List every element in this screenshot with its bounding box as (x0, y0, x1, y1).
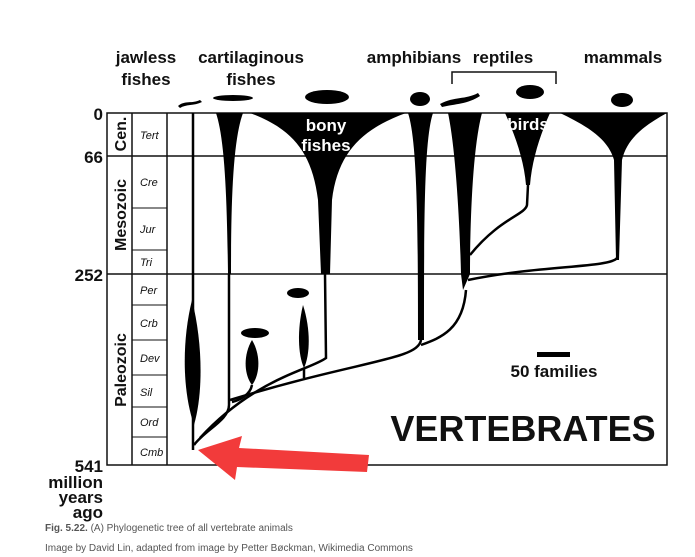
silhouettes (178, 85, 633, 338)
scale-label: 50 families (511, 362, 598, 381)
time-unit: million years ago (48, 473, 103, 522)
period-label: Ord (140, 417, 159, 429)
period-label: Tri (140, 257, 153, 269)
group-label: amphibians (367, 48, 461, 67)
period-label: Jur (139, 224, 157, 236)
period-label: Crb (140, 318, 158, 330)
periods: Tert Cre Jur Tri Per Crb Dev Sil Ord Cmb (139, 130, 163, 459)
period-label: Per (140, 285, 158, 297)
credit: Image by David Lin, adapted from image b… (45, 543, 413, 554)
bracket (451, 71, 557, 84)
era-label: Mesozoic (113, 179, 130, 251)
time-tick: 541 (75, 457, 103, 476)
time-tick: 252 (75, 266, 103, 285)
time-tick: 0 (94, 105, 103, 124)
era-label: Paleozoic (113, 333, 130, 407)
time-tick: 66 (84, 148, 103, 167)
group-label: jawless fishes (115, 48, 177, 89)
arrow (198, 436, 369, 480)
title: VERTEBRATES (390, 408, 655, 449)
period-label: Tert (140, 130, 159, 142)
branches (191, 113, 619, 450)
period-label: Cre (140, 177, 158, 189)
scale-bar (537, 352, 570, 357)
caption: Fig. 5.22. (A) Phylogenetic tree of all … (45, 523, 293, 534)
group-label: mammals (584, 48, 662, 67)
period-label: Dev (140, 353, 161, 365)
period-label: Cmb (140, 447, 163, 459)
spindles (184, 113, 667, 425)
era-label: Cen. (113, 117, 130, 152)
inner-label: bony fishes (301, 116, 350, 155)
group-label: cartilaginous fishes (198, 48, 304, 89)
period-label: Sil (140, 387, 153, 399)
group-label: reptiles (473, 48, 533, 67)
inner-label: birds (507, 115, 549, 134)
